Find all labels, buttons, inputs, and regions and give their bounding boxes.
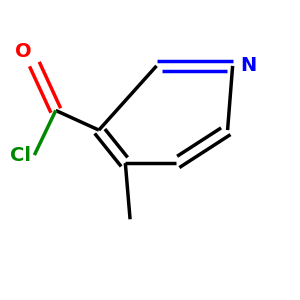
Text: O: O [15, 42, 32, 61]
Text: N: N [240, 56, 256, 75]
Text: Cl: Cl [11, 146, 32, 165]
